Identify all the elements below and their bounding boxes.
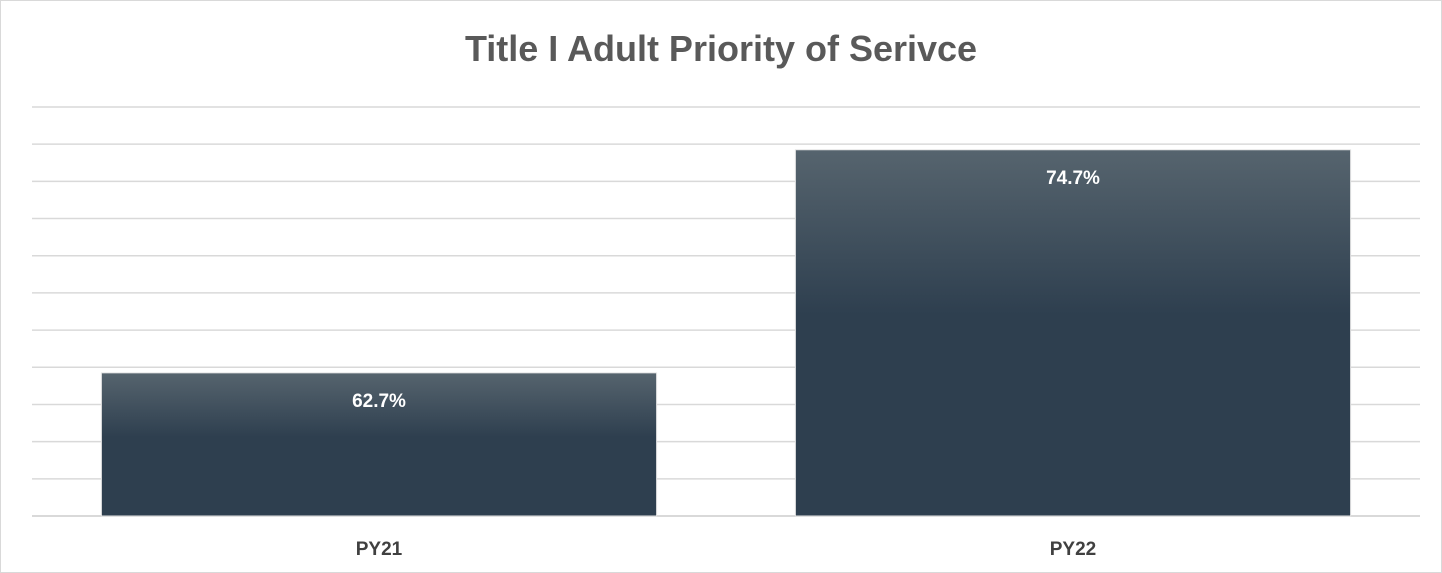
category-label-py21: PY21	[356, 539, 403, 560]
bars	[101, 150, 1350, 516]
category-label-py22: PY22	[1050, 539, 1096, 560]
bar-py22	[795, 150, 1350, 516]
data-label-py21: 62.7%	[352, 391, 406, 412]
category-axis: PY21 PY22	[356, 539, 1096, 560]
data-label-py22: 74.7%	[1046, 168, 1100, 189]
